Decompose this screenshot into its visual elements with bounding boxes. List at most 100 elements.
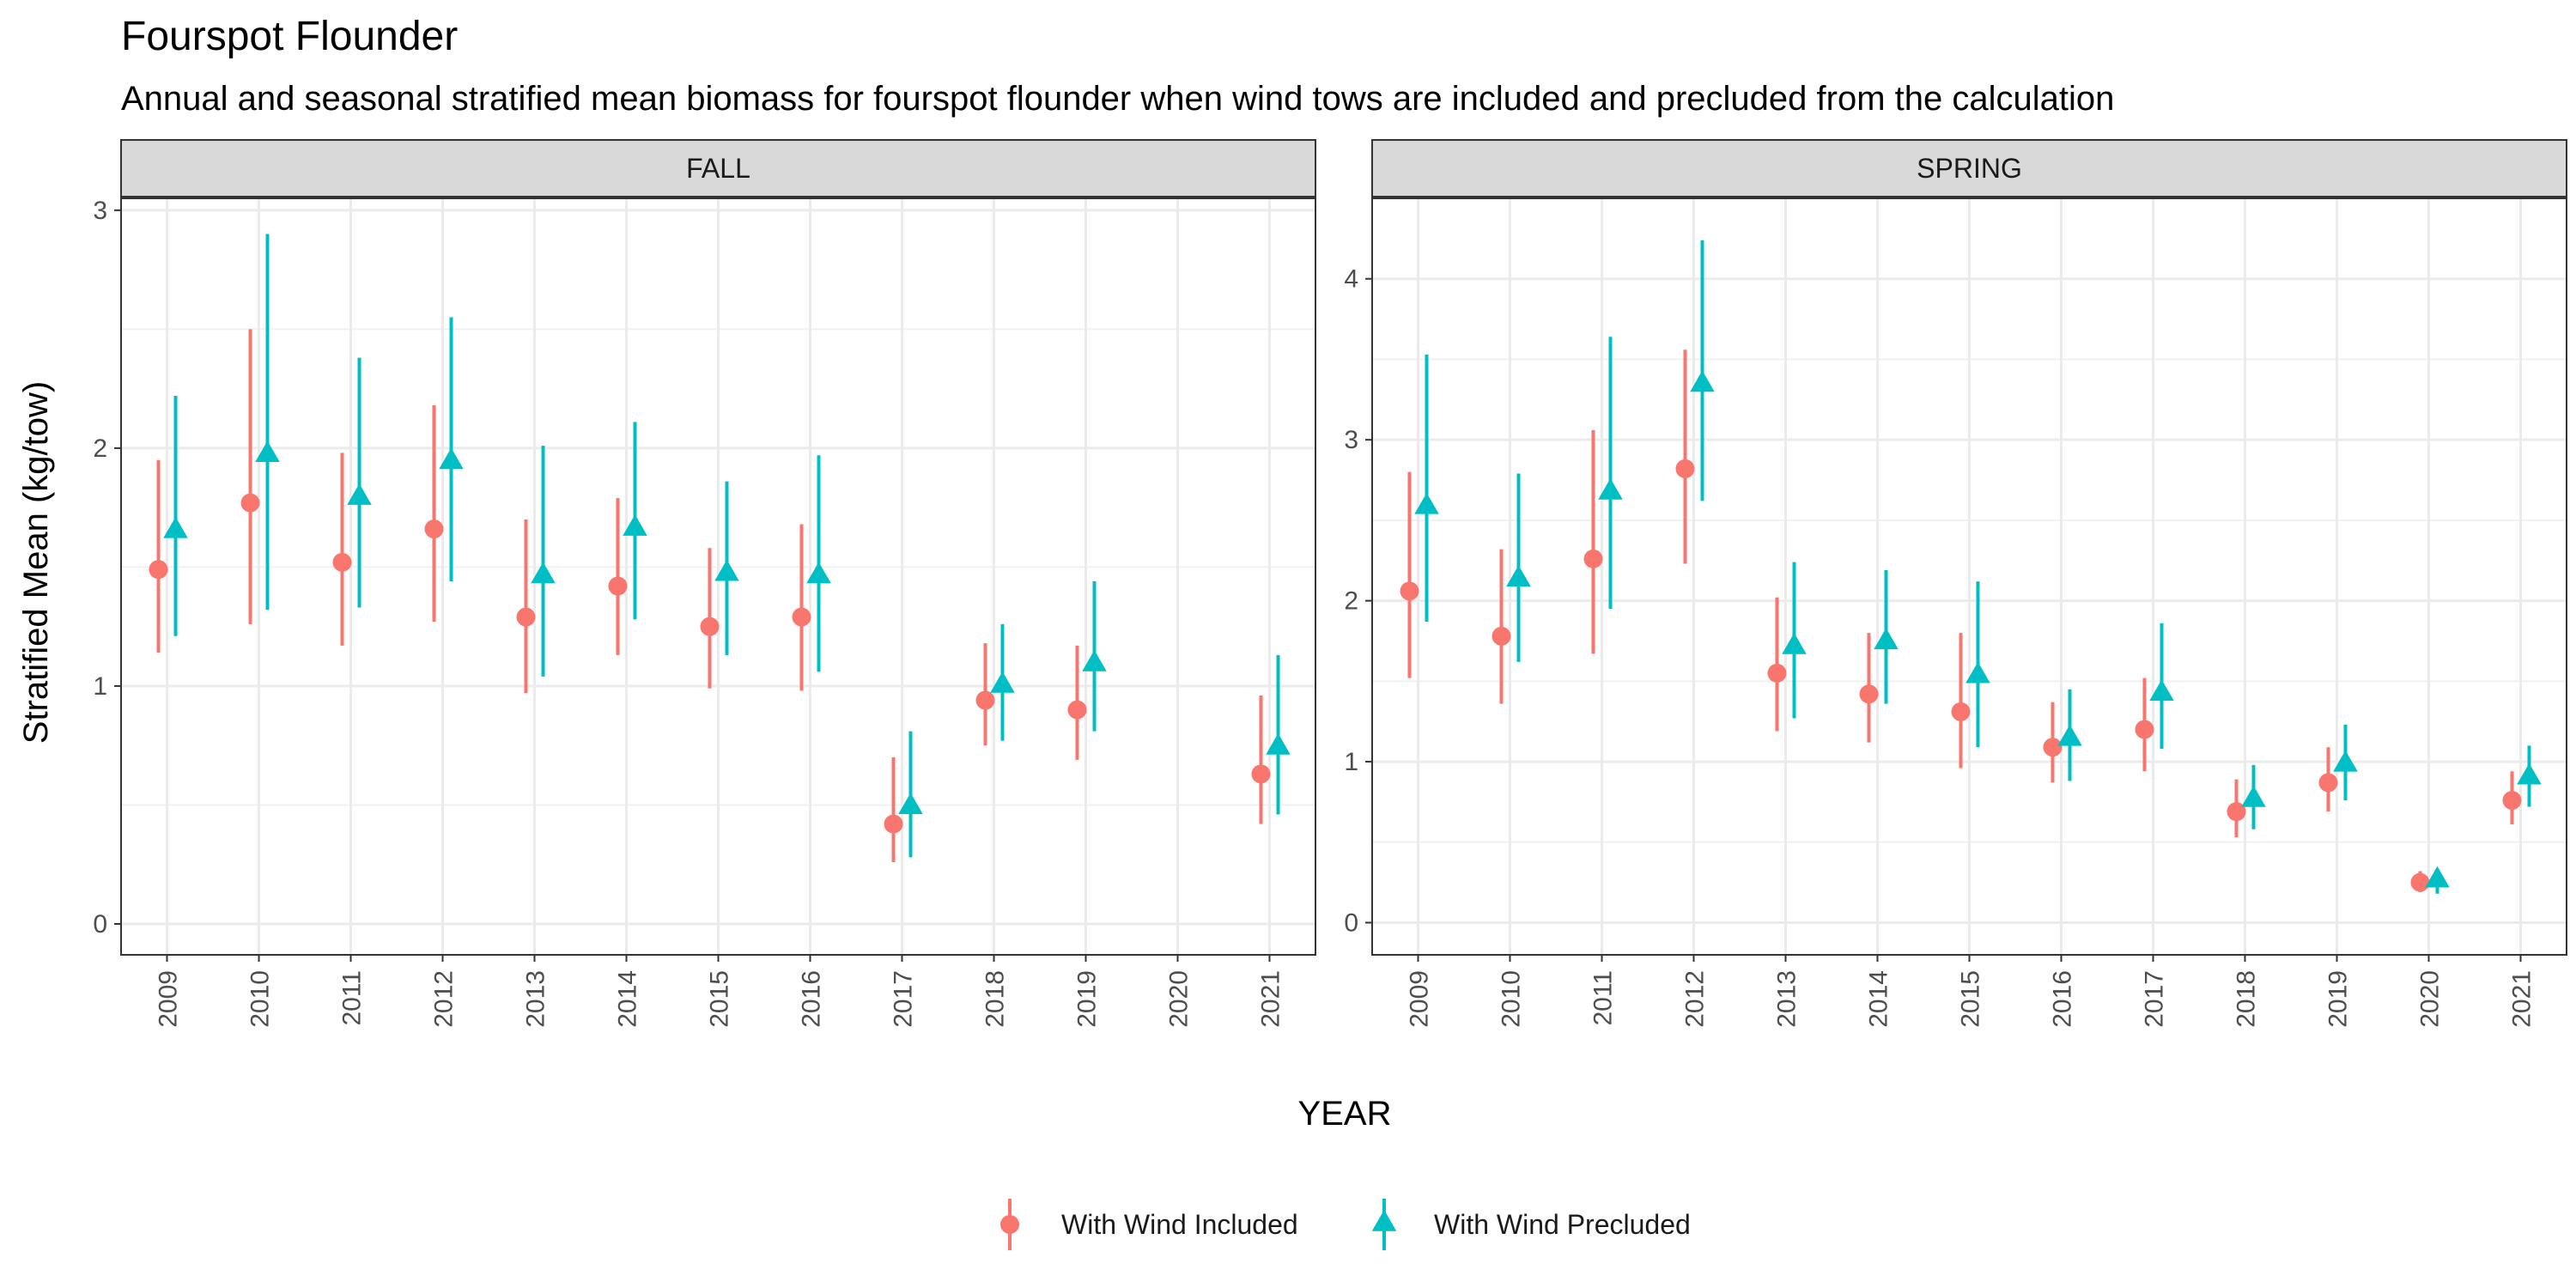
data-point (1965, 661, 1990, 683)
legend: With Wind Included With Wind Precluded (1000, 1199, 1691, 1250)
x-tick-label: 2009 (155, 970, 183, 1028)
y-tick-label: 4 (1344, 265, 1358, 294)
data-point (1414, 492, 1439, 514)
data-point (2502, 791, 2522, 811)
data-point (516, 607, 536, 627)
data-point (2517, 762, 2542, 785)
x-tick-label: 2018 (981, 970, 1010, 1028)
data-point (1266, 732, 1291, 755)
x-tick-label: 2020 (1165, 970, 1194, 1028)
data-point (1506, 565, 1531, 586)
legend-key-circle (1000, 1215, 1019, 1234)
x-tick-label: 2016 (798, 970, 826, 1028)
x-tick-label: 2021 (2508, 970, 2537, 1028)
facet-strip (120, 139, 1316, 197)
series-wind-precluded (1414, 240, 2542, 894)
legend-item: With Wind Precluded (1371, 1199, 1691, 1250)
panel-border (1371, 197, 2567, 956)
data-point (1067, 700, 1087, 720)
data-point (700, 617, 720, 636)
data-point (163, 516, 188, 538)
legend-key-triangle (1371, 1210, 1397, 1231)
data-point (149, 560, 168, 580)
facet-strip (1371, 139, 2567, 197)
data-point (806, 562, 831, 584)
y-tick-label: 1 (1344, 748, 1358, 776)
data-point (1082, 650, 1107, 671)
data-point (1859, 684, 1879, 704)
data-point (608, 576, 628, 596)
y-tick-label: 0 (1344, 909, 1358, 938)
legend-item: With Wind Included (1000, 1199, 1298, 1250)
data-point (1690, 370, 1715, 392)
data-point (332, 552, 352, 572)
x-tick-label: 2015 (1957, 970, 1985, 1028)
series-wind-included (1400, 349, 2522, 892)
data-point (975, 690, 995, 710)
data-point (1874, 628, 1899, 650)
data-point (2318, 773, 2338, 793)
y-tick-label: 0 (93, 910, 107, 939)
data-point (2425, 866, 2450, 888)
facet-strip-label: SPRING (1917, 153, 2022, 184)
x-tick-label: 2014 (614, 970, 642, 1028)
x-axis-title: YEAR (1298, 1095, 1392, 1133)
y-axis-title: Stratified Mean (kg/tow) (17, 381, 55, 744)
panel-spring: 0 1 2 3 4 2009 2010 2011 2012 2013 2014 2015 2016 201… (1344, 139, 2567, 1028)
data-point (1675, 459, 1695, 478)
x-tick-label: 2009 (1406, 970, 1434, 1028)
data-point (792, 607, 811, 627)
data-point (898, 793, 923, 814)
data-point (714, 559, 739, 581)
x-tick-label: 2013 (522, 970, 550, 1028)
data-point (1492, 626, 1511, 646)
x-tick-label: 2010 (1498, 970, 1526, 1028)
data-point (2410, 872, 2430, 892)
y-tick-label: 3 (93, 197, 107, 225)
series-wind-included (149, 329, 1271, 862)
data-point (1251, 764, 1271, 784)
x-tick-label: 2010 (246, 970, 275, 1028)
y-tick-label: 1 (93, 672, 107, 701)
data-point (1767, 663, 1787, 683)
data-point (1598, 478, 1623, 500)
legend-label: With Wind Included (1061, 1209, 1298, 1240)
data-point (623, 514, 647, 536)
x-tick-label: 2014 (1865, 970, 1893, 1028)
legend-label: With Wind Precluded (1434, 1209, 1691, 1240)
y-tick-label: 2 (93, 434, 107, 463)
x-tick-label: 2020 (2416, 970, 2445, 1028)
x-tick-label: 2016 (2049, 970, 2077, 1028)
facet-strip-label: FALL (686, 153, 750, 184)
x-tick-label: 2019 (2324, 970, 2353, 1028)
data-point (2241, 786, 2266, 807)
x-tick-label: 2013 (1773, 970, 1801, 1028)
data-point (2227, 802, 2246, 822)
x-tick-label: 2012 (430, 970, 459, 1028)
chart-subtitle: Annual and seasonal stratified mean biom… (121, 80, 2114, 118)
data-point (240, 493, 260, 513)
data-point (1782, 632, 1807, 654)
data-point (2333, 750, 2358, 772)
x-tick-label: 2017 (2141, 970, 2169, 1028)
data-point (439, 447, 464, 470)
data-point (2149, 679, 2174, 702)
x-tick-label: 2017 (890, 970, 918, 1028)
x-tick-label: 2018 (2233, 970, 2261, 1028)
x-tick-label: 2021 (1257, 970, 1285, 1028)
data-point (347, 483, 372, 505)
x-tick-label: 2011 (1589, 970, 1618, 1026)
x-tick-label: 2011 (338, 970, 367, 1026)
data-point (990, 671, 1015, 693)
series-wind-precluded (163, 234, 1291, 858)
data-point (2135, 720, 2154, 739)
panel-border (120, 197, 1316, 956)
x-tick-label: 2015 (706, 970, 734, 1028)
y-tick-label: 3 (1344, 426, 1358, 454)
data-point (884, 814, 903, 834)
data-point (2057, 724, 2082, 746)
x-tick-label: 2012 (1681, 970, 1710, 1028)
data-point (1951, 702, 1971, 721)
data-point (255, 440, 280, 462)
